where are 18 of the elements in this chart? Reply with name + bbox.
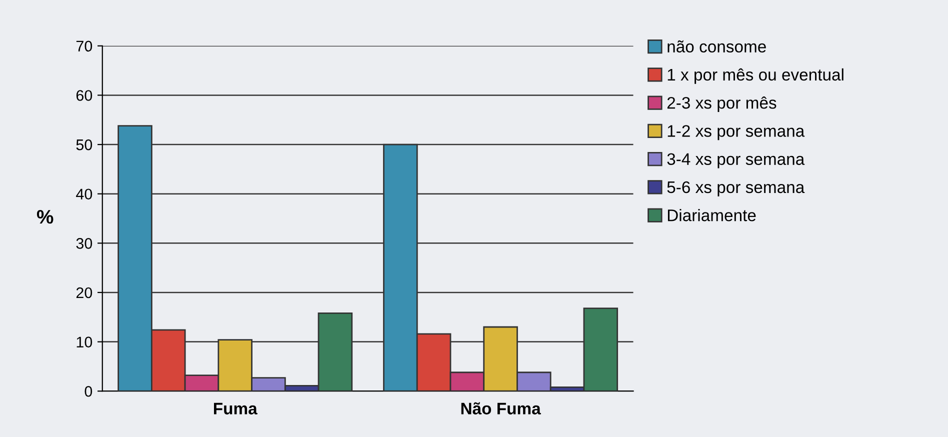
x-tick-label: Não Fuma [461, 402, 541, 414]
y-tick-label: 0 [84, 386, 92, 397]
y-tick-label: 50 [76, 139, 92, 150]
y-tick-label: 10 [76, 336, 92, 348]
y-tick-label: 30 [76, 238, 92, 249]
legend-label: não consome [668, 40, 766, 52]
y-tick-label: 70 [76, 40, 92, 52]
legend-label: 1-2 xs por semana [668, 125, 805, 140]
y-tick-label: 20 [76, 287, 92, 298]
legend-label: Diariamente [668, 209, 756, 222]
legend-label: 5-6 xs por semana [667, 181, 805, 196]
y-tick-label: 60 [76, 90, 92, 101]
legend-label: 2-3 xs por mês [667, 96, 776, 112]
y-axis-title: % [36, 210, 54, 224]
legend-label: 3-4 xs por semana [667, 153, 805, 168]
legend-label: 1 x por mês ou eventual [668, 68, 844, 84]
x-tick-label: Fuma [214, 402, 258, 414]
y-tick-label: 40 [76, 188, 92, 200]
